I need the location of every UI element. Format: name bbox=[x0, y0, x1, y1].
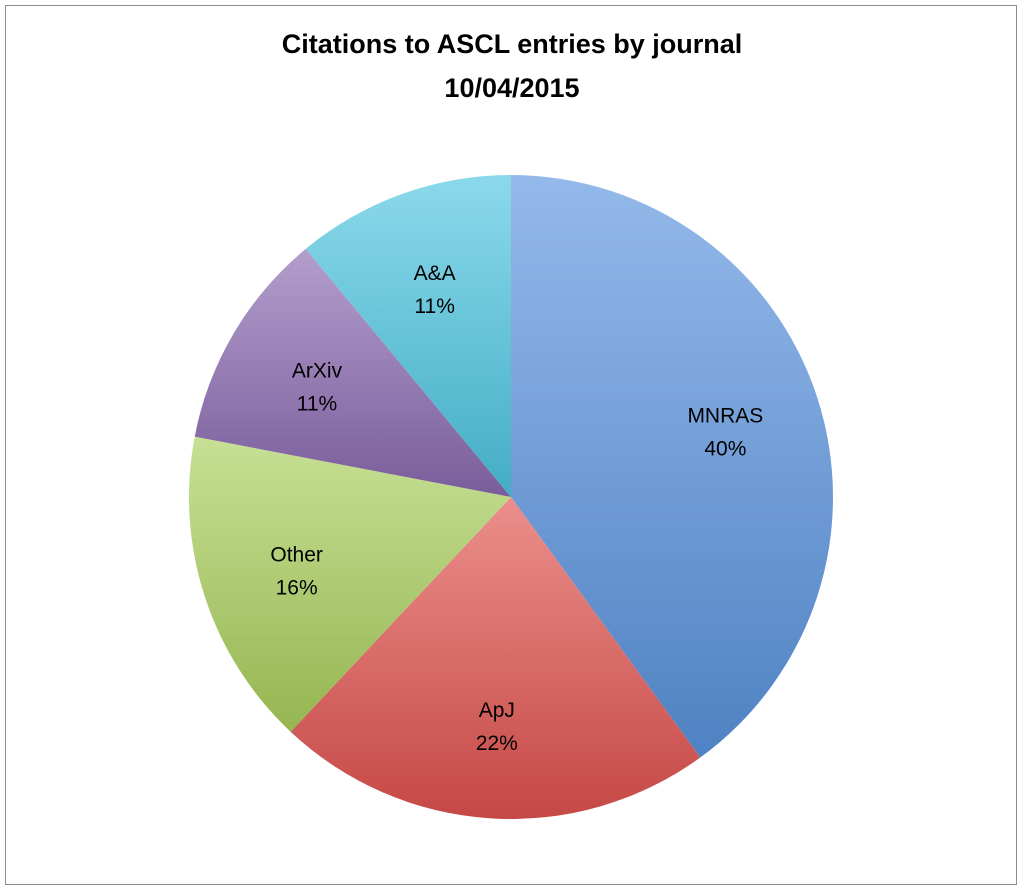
pie-slice-mnras bbox=[511, 175, 834, 758]
pie-slice-other bbox=[189, 436, 511, 732]
pie-slice-a-a bbox=[305, 175, 511, 497]
slices-layer bbox=[189, 175, 834, 819]
slice-label-mnras: MNRAS 40% bbox=[687, 404, 763, 460]
pie-slice-arxiv bbox=[194, 248, 512, 497]
pie-slice-apj bbox=[290, 497, 701, 819]
chart-title: Citations to ASCL entries by journal bbox=[281, 29, 743, 59]
labels-layer: MNRAS 40% ApJ 22% Other 16% ArXiv 11% A&A 11% bbox=[270, 262, 763, 755]
slice-label-a-a: A&A 11% bbox=[414, 262, 456, 318]
slice-label-apj: ApJ 22% bbox=[476, 699, 518, 755]
slice-label-arxiv: ArXiv 11% bbox=[292, 359, 343, 415]
chart-subtitle: 10/04/2015 bbox=[444, 73, 580, 103]
slice-label-other: Other 16% bbox=[270, 544, 323, 600]
